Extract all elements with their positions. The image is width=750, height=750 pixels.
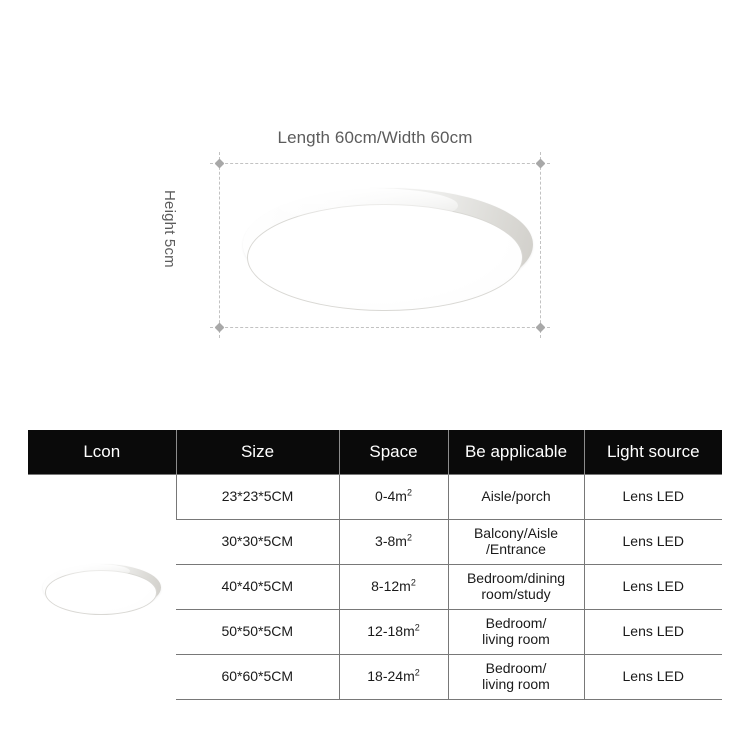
- column-header-be-applicable: Be applicable: [447, 430, 584, 475]
- cell-light-source: Lens LED: [583, 609, 722, 655]
- corner-marker-icon: [535, 158, 546, 169]
- cell-size: 23*23*5CM: [175, 474, 339, 520]
- space-unit: m: [399, 578, 411, 595]
- space-exponent: 2: [406, 487, 412, 498]
- dimension-title: Length 60cm/Width 60cm: [277, 128, 473, 147]
- cell-size: 40*40*5CM: [176, 564, 339, 610]
- cell-space: 18-24m2: [338, 654, 448, 700]
- space-value: 3-8: [375, 533, 396, 550]
- space-unit: m: [395, 533, 407, 550]
- column-header-light-source: Light source: [583, 430, 722, 475]
- column-header-size: Size: [175, 430, 339, 475]
- cell-be-applicable: Bedroom/living room: [447, 609, 584, 655]
- lamp-diffuser-icon: [247, 203, 523, 312]
- column-header-space: Space: [338, 430, 448, 475]
- cell-light-source: Lens LED: [583, 474, 722, 520]
- corner-marker-icon: [214, 322, 225, 333]
- space-unit: m: [403, 668, 415, 685]
- space-value: 8-12: [371, 578, 400, 595]
- dimension-diagram: Length 60cm/Width 60cm Height 5cm: [161, 128, 550, 338]
- guide-line-bottom: [210, 327, 550, 328]
- cell-light-source: Lens LED: [583, 564, 722, 610]
- cell-be-applicable: Balcony/Aisle/Entrance: [447, 519, 584, 565]
- corner-marker-icon: [535, 322, 546, 333]
- table-row: 50*50*5CM 12-18m2 Bedroom/living room Lens …: [28, 609, 722, 655]
- cell-space: 8-12m2: [338, 564, 448, 610]
- cell-space: 12-18m2: [338, 609, 448, 655]
- cell-be-applicable: Bedroom/dining room/study: [447, 564, 584, 610]
- space-exponent: 2: [406, 532, 412, 543]
- table-header-row: Lcon Size Space Be applicable Light sour…: [28, 430, 722, 475]
- table-row: 23*23*5CM 0-4m2 Aisle/porch Lens LED: [28, 474, 722, 700]
- specification-table: Lcon Size Space Be applicable Light sour…: [28, 430, 722, 700]
- cell-space: 3-8m2: [338, 519, 448, 565]
- table-body: 23*23*5CM 0-4m2 Aisle/porch Lens LED 30*30*5…: [28, 474, 722, 700]
- product-icon-cell: [28, 474, 176, 700]
- cell-light-source: Lens LED: [583, 519, 722, 565]
- cell-be-applicable: Aisle/porch: [447, 474, 584, 520]
- product-thumbnail-ceiling-lamp: [42, 557, 161, 617]
- space-value: 12-18: [367, 623, 404, 640]
- guide-line-top: [210, 163, 550, 164]
- table-row: 30*30*5CM 3-8m2 Balcony/Aisle/Entrance Lens…: [28, 519, 722, 565]
- corner-marker-icon: [214, 158, 225, 169]
- height-dimension-label: Height 5cm: [161, 190, 178, 268]
- column-header-icon: Lcon: [28, 430, 176, 475]
- space-exponent: 2: [414, 667, 420, 678]
- guide-line-left: [219, 152, 220, 338]
- product-image-ceiling-lamp: [243, 172, 533, 317]
- cell-space: 0-4m2: [338, 474, 448, 520]
- cell-size: 50*50*5CM: [176, 609, 339, 655]
- space-value: 18-24: [367, 668, 404, 685]
- space-unit: m: [395, 488, 407, 505]
- cell-light-source: Lens LED: [583, 654, 722, 700]
- lamp-diffuser-icon: [44, 570, 157, 615]
- cell-be-applicable: Bedroom/living room: [447, 654, 584, 700]
- guide-line-right: [540, 152, 541, 338]
- space-exponent: 2: [410, 577, 416, 588]
- table-row: 40*40*5CM 8-12m2 Bedroom/dining room/study L…: [28, 564, 722, 610]
- cell-size: 30*30*5CM: [176, 519, 339, 565]
- space-unit: m: [403, 623, 415, 640]
- cell-size: 60*60*5CM: [176, 654, 339, 700]
- table-row: 60*60*5CM 18-24m2 Bedroom/living room Lens …: [28, 654, 722, 700]
- space-exponent: 2: [414, 622, 420, 633]
- space-value: 0-4: [375, 488, 396, 505]
